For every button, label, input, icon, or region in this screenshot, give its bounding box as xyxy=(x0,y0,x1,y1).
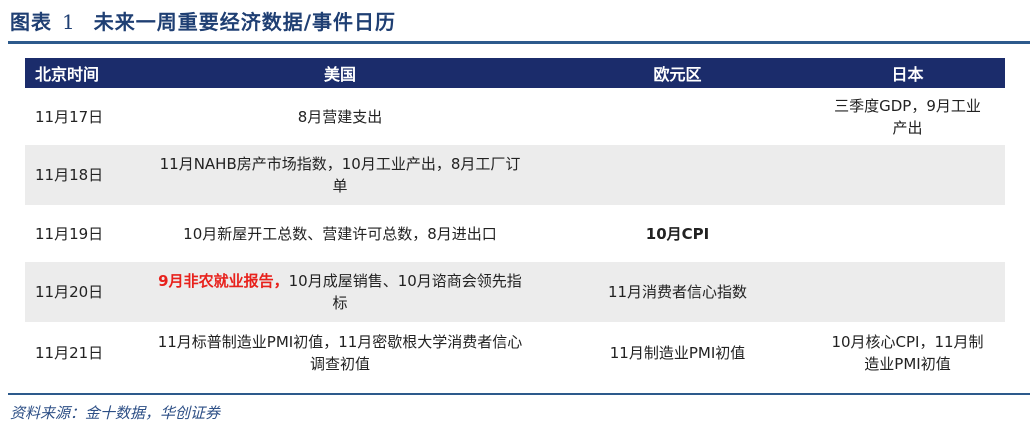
table-row: 11月19日 10月新屋开工总数、营建许可总数，8月进出口 10月CPI xyxy=(25,205,1005,262)
us-cell: 11月标普制造业PMI初值，11月密歇根大学消费者信心调查初值 xyxy=(135,331,545,375)
table-row: 11月20日 9月非农就业报告，10月成屋销售、10月谘商会领先指标 11月消费… xyxy=(25,262,1005,322)
figure-number: 1 xyxy=(62,10,76,34)
header-eurozone: 欧元区 xyxy=(653,65,702,84)
us-events: 11月NAHB房产市场指数，10月工业产出，8月工厂订单 xyxy=(159,155,521,195)
header-japan: 日本 xyxy=(891,65,924,84)
date-cell: 11月20日 xyxy=(35,283,104,301)
us-events: 10月新屋开工总数、营建许可总数，8月进出口 xyxy=(183,224,497,243)
eurozone-cell: 11月制造业PMI初值 xyxy=(609,343,746,362)
table-row: 11月17日 8月营建支出 三季度GDP，9月工业产出 xyxy=(25,88,1005,145)
japan-cell: 三季度GDP，9月工业产出 xyxy=(834,96,981,137)
us-highlight: 9月非农就业报告， xyxy=(158,272,289,290)
top-rule xyxy=(8,41,1030,44)
us-cell: 9月非农就业报告，10月成屋销售、10月谘商会领先指标 xyxy=(135,270,545,314)
header-us: 美国 xyxy=(323,65,356,84)
japan-cell: 10月核心CPI，11月制造业PMI初值 xyxy=(831,332,984,373)
figure-label: 图表 xyxy=(10,10,52,34)
bottom-rule xyxy=(8,393,1030,395)
us-cell: 11月NAHB房产市场指数，10月工业产出，8月工厂订单 xyxy=(135,153,545,197)
us-cell: 8月营建支出 xyxy=(135,106,545,128)
date-cell: 11月18日 xyxy=(35,166,104,184)
source-note: 资料来源：金十数据，华创证券 xyxy=(10,404,221,422)
us-cell: 10月新屋开工总数、营建许可总数，8月进出口 xyxy=(135,223,545,245)
date-cell: 11月21日 xyxy=(35,343,104,362)
eurozone-cell: 11月消费者信心指数 xyxy=(607,283,748,301)
date-cell: 11月17日 xyxy=(35,107,104,126)
us-events: 10月成屋销售、10月谘商会领先指标 xyxy=(288,272,522,312)
us-events: 8月营建支出 xyxy=(297,107,383,126)
figure-title-text: 未来一周重要经济数据/事件日历 xyxy=(93,10,397,34)
header-date: 北京时间 xyxy=(35,65,100,84)
table-header: 北京时间 美国 欧元区 日本 xyxy=(25,58,1005,88)
us-events: 11月标普制造业PMI初值，11月密歇根大学消费者信心调查初值 xyxy=(157,332,523,373)
eurozone-cell: 10月CPI xyxy=(645,224,710,243)
table-row: 11月21日 11月标普制造业PMI初值，11月密歇根大学消费者信心调查初值 1… xyxy=(25,322,1005,383)
date-cell: 11月19日 xyxy=(35,224,104,243)
table-row: 11月18日 11月NAHB房产市场指数，10月工业产出，8月工厂订单 xyxy=(25,145,1005,205)
calendar-table: 北京时间 美国 欧元区 日本 11月17日 8月营建支出 三季度GDP，9月工业… xyxy=(25,58,1005,383)
figure-title: 图表 1 未来一周重要经济数据/事件日历 xyxy=(10,6,396,35)
